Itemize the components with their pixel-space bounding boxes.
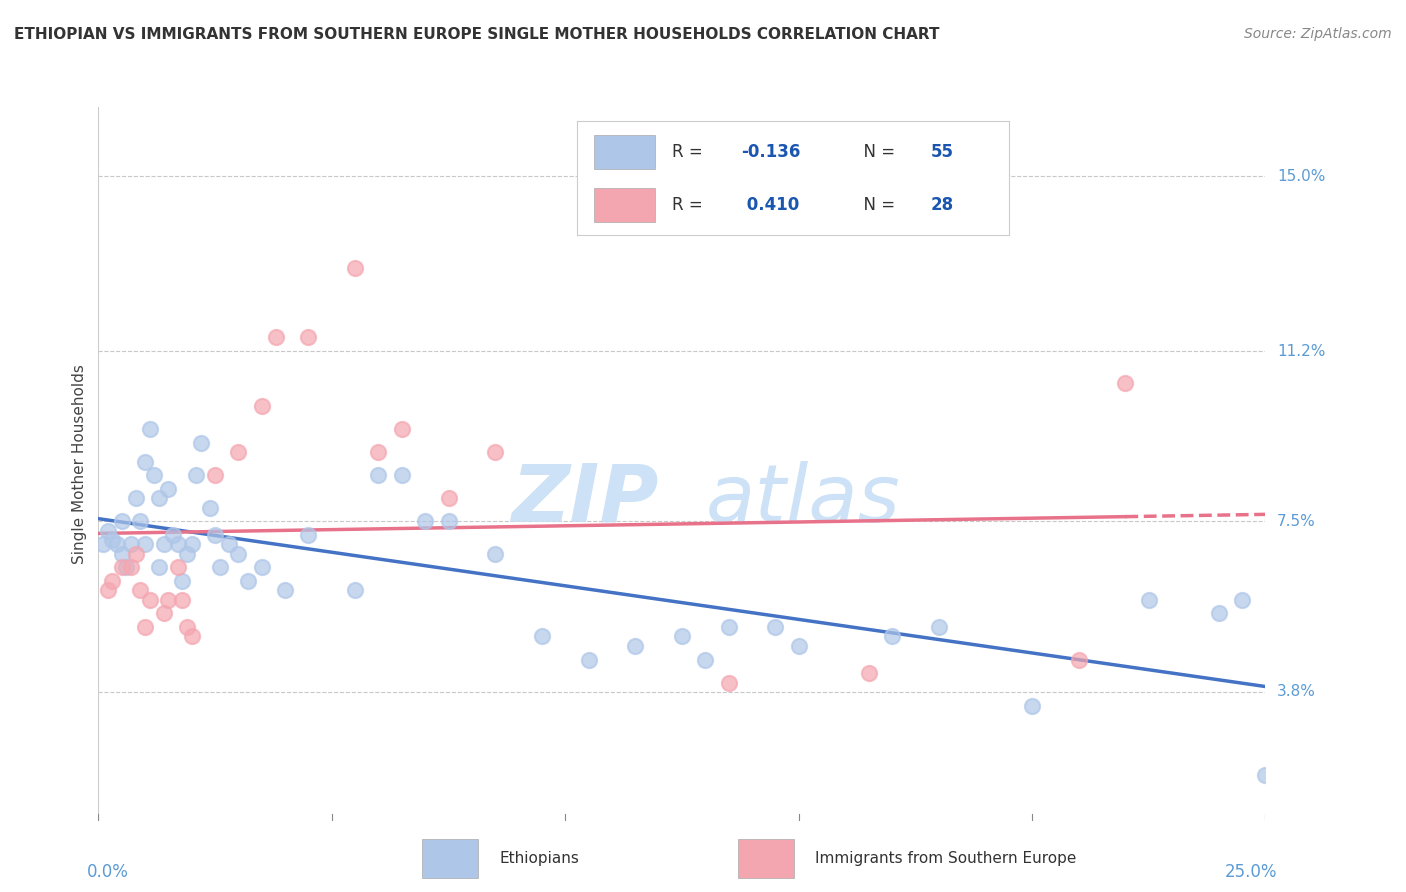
Point — [157, 482, 180, 496]
Point — [176, 620, 198, 634]
Point — [717, 620, 740, 634]
Point — [148, 491, 170, 506]
Point — [176, 547, 198, 561]
Point — [578, 652, 600, 666]
Point — [880, 630, 903, 644]
Text: 7.5%: 7.5% — [1277, 514, 1316, 529]
Point — [484, 547, 506, 561]
Point — [208, 560, 231, 574]
Point — [236, 574, 259, 589]
Point — [250, 399, 273, 413]
Point — [166, 537, 188, 551]
Point — [1067, 652, 1090, 666]
Point — [157, 592, 180, 607]
Point — [139, 592, 162, 607]
Point — [1230, 592, 1253, 607]
Point — [297, 528, 319, 542]
Text: 3.8%: 3.8% — [1277, 684, 1316, 699]
Point — [180, 630, 202, 644]
Point — [129, 583, 152, 598]
Bar — [738, 838, 794, 878]
Point — [367, 445, 389, 459]
Point — [129, 515, 152, 529]
Point — [134, 454, 156, 468]
Point — [437, 515, 460, 529]
Point — [367, 468, 389, 483]
Point — [228, 547, 250, 561]
Point — [1208, 607, 1230, 621]
Point — [297, 330, 319, 344]
Point — [111, 547, 134, 561]
Point — [763, 620, 786, 634]
Point — [250, 560, 273, 574]
Point — [143, 468, 166, 483]
Point — [190, 436, 212, 450]
Point — [120, 537, 142, 551]
Point — [413, 515, 436, 529]
Point — [391, 468, 413, 483]
Point — [111, 560, 134, 574]
Text: ZIP: ZIP — [512, 460, 658, 539]
Point — [437, 491, 460, 506]
Text: atlas: atlas — [706, 460, 900, 539]
Point — [1114, 376, 1136, 391]
Point — [344, 261, 367, 276]
Point — [91, 537, 114, 551]
Point — [391, 422, 413, 436]
Point — [111, 515, 134, 529]
Point — [264, 330, 287, 344]
Point — [200, 500, 222, 515]
Point — [180, 537, 202, 551]
Point — [97, 524, 120, 538]
Point — [101, 574, 124, 589]
Point — [120, 560, 142, 574]
Point — [1137, 592, 1160, 607]
Point — [134, 620, 156, 634]
Point — [858, 666, 880, 681]
Point — [134, 537, 156, 551]
Point — [152, 607, 174, 621]
Point — [344, 583, 367, 598]
Point — [172, 574, 194, 589]
Point — [139, 422, 162, 436]
Point — [101, 533, 124, 547]
Point — [152, 537, 174, 551]
Text: 0.0%: 0.0% — [87, 863, 128, 881]
Point — [204, 468, 226, 483]
Point — [125, 547, 148, 561]
Point — [1021, 698, 1043, 713]
Point — [115, 560, 138, 574]
Point — [1254, 767, 1277, 781]
Text: Immigrants from Southern Europe: Immigrants from Southern Europe — [815, 851, 1077, 866]
Point — [484, 445, 506, 459]
Point — [105, 537, 128, 551]
Point — [787, 639, 810, 653]
Point — [166, 560, 188, 574]
Bar — [422, 838, 478, 878]
Point — [125, 491, 148, 506]
Text: 11.2%: 11.2% — [1277, 343, 1326, 359]
Point — [695, 652, 717, 666]
Point — [186, 468, 208, 483]
Text: Ethiopians: Ethiopians — [499, 851, 579, 866]
Point — [274, 583, 297, 598]
Point — [97, 583, 120, 598]
Point — [717, 675, 740, 690]
Y-axis label: Single Mother Households: Single Mother Households — [72, 364, 87, 564]
Point — [228, 445, 250, 459]
Point — [530, 630, 553, 644]
Point — [671, 630, 693, 644]
Text: ETHIOPIAN VS IMMIGRANTS FROM SOUTHERN EUROPE SINGLE MOTHER HOUSEHOLDS CORRELATIO: ETHIOPIAN VS IMMIGRANTS FROM SOUTHERN EU… — [14, 27, 939, 42]
Point — [162, 528, 184, 542]
Point — [172, 592, 194, 607]
Point — [624, 639, 647, 653]
Text: 25.0%: 25.0% — [1225, 863, 1277, 881]
Point — [218, 537, 240, 551]
Text: 15.0%: 15.0% — [1277, 169, 1326, 184]
Text: Source: ZipAtlas.com: Source: ZipAtlas.com — [1244, 27, 1392, 41]
Point — [148, 560, 170, 574]
Point — [928, 620, 950, 634]
Point — [204, 528, 226, 542]
